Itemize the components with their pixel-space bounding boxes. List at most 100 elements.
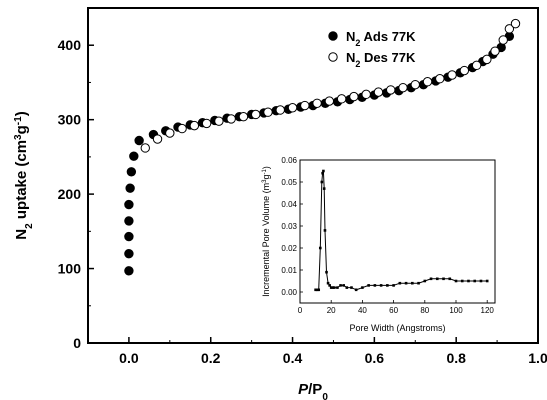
des-point (510, 18, 521, 29)
inset-x-tick-label: 0 (298, 306, 303, 315)
y-tick-label: 100 (58, 261, 82, 277)
des-point (490, 46, 500, 56)
inset-point (429, 277, 433, 281)
des-point (287, 103, 298, 113)
text-part: ) (261, 166, 271, 169)
text-part: /P (308, 381, 322, 398)
inset-point (329, 286, 333, 289)
text-part: Ads 77K (360, 29, 416, 44)
ads-point (129, 151, 139, 161)
inset-point (342, 284, 345, 287)
text-part: 2 (355, 59, 360, 69)
x-axis-title: P/P0 (298, 381, 328, 400)
inset-point (326, 281, 330, 285)
inset-y-axis-title: Incremental Pore Volume (m3g-1) (261, 166, 271, 297)
inset-point (485, 279, 489, 283)
text-part: g (13, 125, 30, 134)
des-point (324, 96, 335, 106)
inset-x-axis-title: Pore Width (Angstroms) (349, 323, 445, 333)
inset-point (361, 286, 364, 289)
des-point (459, 65, 470, 76)
legend-label: N2 Des 77K (346, 50, 416, 69)
inset-x-tick-label: 80 (420, 306, 429, 315)
text-part: g (261, 174, 271, 179)
inset-point (454, 279, 458, 283)
inset-point (328, 284, 331, 287)
text-part: 2 (24, 223, 35, 229)
inset-point (442, 277, 445, 281)
text-part: Des 77K (360, 50, 416, 65)
inset-y-tick-label: 0.04 (281, 200, 297, 209)
des-point (152, 134, 163, 144)
inset-x-tick-label: 60 (389, 306, 398, 315)
text-part: 2 (355, 38, 360, 48)
inset-point (333, 286, 336, 289)
text-part: -1 (262, 168, 268, 174)
inset-point (479, 279, 483, 283)
des-point (140, 143, 150, 153)
inset-plot: 0 20 40 60 80 100 120 0.00 0.01 0.02 0.03 0.04 0.05 0… (261, 156, 496, 333)
text-part: 3 (13, 134, 24, 140)
des-point (336, 94, 347, 104)
text-part: N (346, 29, 355, 44)
inset-point (331, 286, 335, 289)
text-part: ) (13, 111, 30, 116)
inset-x-tick-label: 120 (481, 306, 495, 315)
inset-point (379, 284, 383, 287)
des-point (373, 87, 384, 97)
series-desorption (140, 18, 521, 153)
des-point (435, 74, 445, 84)
inset-point (318, 246, 322, 250)
inset-y-tick-label: 0.06 (281, 156, 297, 165)
plot-frame (87, 7, 539, 344)
text-part: N (13, 229, 30, 240)
inset-point (373, 284, 377, 287)
legend-marker (328, 52, 338, 62)
inset-point (339, 284, 342, 287)
des-point (447, 70, 457, 80)
x-tick-label: 1.0 (528, 350, 547, 366)
des-point (189, 120, 200, 131)
inset-point (321, 171, 324, 175)
ads-point (124, 231, 134, 242)
inset-point (350, 286, 353, 289)
inset-point (386, 284, 389, 287)
inset-point (435, 277, 439, 281)
ads-point (125, 183, 135, 193)
des-point (251, 109, 261, 120)
des-point (471, 60, 482, 71)
text-part: 0 (322, 392, 328, 400)
y-tick-label: 400 (58, 37, 82, 53)
y-tick-label: 0 (73, 335, 81, 351)
inset-point (398, 281, 402, 285)
x-tick-label: 0.4 (283, 350, 303, 366)
des-point (386, 85, 396, 95)
des-point (275, 105, 285, 115)
inset-point (345, 286, 349, 289)
legend-marker (328, 31, 338, 41)
inset-point (423, 279, 427, 283)
inset-point (404, 281, 408, 285)
inset-point (325, 270, 328, 274)
inset-point (392, 284, 395, 287)
inset-point (467, 279, 470, 283)
inset-point (322, 169, 325, 173)
inset-y-tick-label: 0.03 (281, 222, 297, 231)
inset-point (323, 229, 327, 232)
legend-label: N2 Ads 77K (346, 29, 416, 48)
inset-y-tick-label: 0.02 (281, 244, 297, 253)
ads-point (124, 199, 134, 210)
des-point (361, 89, 371, 100)
inset-point (367, 284, 370, 287)
des-point (410, 79, 420, 90)
des-point (165, 128, 175, 138)
inset-x-tick-label: 20 (327, 306, 336, 315)
des-point (422, 77, 433, 87)
ads-point (134, 135, 144, 146)
text-part: uptake (cm (13, 140, 30, 223)
inset-x-tick-label: 100 (449, 306, 463, 315)
x-tick-label: 0.0 (119, 350, 139, 366)
inset-point (315, 288, 319, 292)
ads-point (124, 248, 134, 259)
